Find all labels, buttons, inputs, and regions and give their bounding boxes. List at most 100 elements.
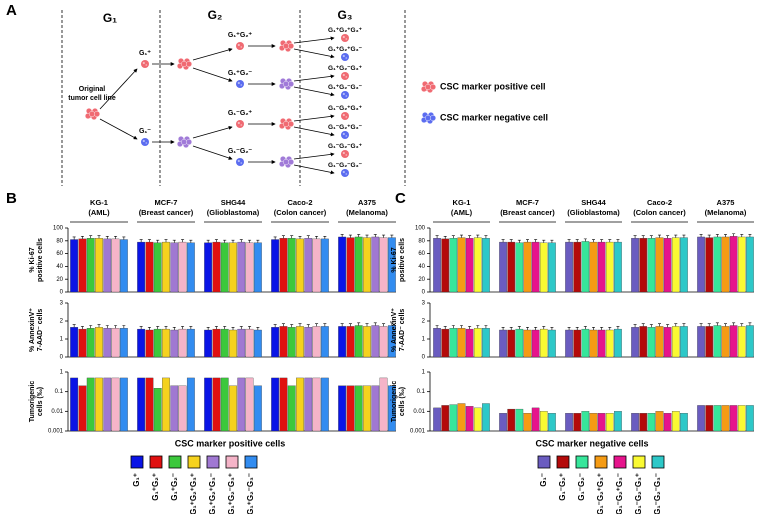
legend-swatch [632, 455, 646, 469]
y-axis-label: % Ki-67 [391, 247, 398, 272]
cluster-cell [288, 80, 295, 87]
bar [581, 328, 590, 358]
cell-body [141, 138, 149, 146]
error-bar [715, 234, 719, 237]
error-bar [633, 324, 637, 328]
legend-label: G₁⁺ [132, 473, 141, 487]
label: CSC marker negative cell [440, 112, 548, 122]
error-bar [468, 326, 472, 330]
bar [539, 328, 548, 358]
error-bar [567, 239, 571, 243]
bar [614, 241, 622, 293]
bar [170, 242, 179, 293]
legend-swatch [168, 455, 182, 469]
error-bar [122, 236, 126, 240]
error-bar [649, 324, 653, 328]
bar [212, 241, 221, 293]
error-bar [592, 239, 595, 243]
cluster-cell [425, 114, 432, 121]
label: CSC marker positive cell [440, 81, 546, 91]
error-bar [484, 235, 488, 239]
cell-spot [142, 61, 145, 65]
cell-cluster [279, 40, 295, 53]
bar [441, 238, 450, 293]
label: (Melanoma) [346, 208, 388, 217]
error-bar [97, 235, 101, 239]
error-bar [72, 324, 76, 328]
label: G₁⁻ [139, 128, 151, 135]
error-bar [298, 236, 302, 239]
bar [523, 413, 532, 432]
error-bar [105, 325, 109, 329]
bar [229, 329, 237, 358]
error-bar [674, 323, 678, 327]
bar [499, 413, 507, 432]
cell-spot [237, 121, 240, 125]
error-bar [348, 234, 352, 238]
legend-swatch [206, 455, 220, 469]
bar [663, 413, 672, 432]
bar [95, 238, 103, 293]
bar [204, 377, 213, 432]
bar [457, 237, 466, 293]
cell-cluster [84, 107, 100, 120]
bar [145, 377, 154, 432]
error-bar [460, 325, 463, 329]
arrow [99, 68, 138, 110]
cluster-cell [93, 110, 100, 117]
error-bar [72, 236, 76, 240]
legend-label: G₁⁺G₂⁻ [170, 473, 179, 501]
bar [713, 325, 722, 358]
bar [103, 328, 112, 358]
bar [539, 411, 548, 432]
bar [95, 327, 103, 358]
bar [614, 411, 622, 432]
error-bar [373, 322, 377, 326]
cell-spot [145, 142, 148, 144]
y-tick-label: 1 [60, 370, 64, 376]
legend-swatch [130, 455, 144, 469]
bar [271, 377, 280, 432]
error-bar [223, 239, 227, 243]
arrow [293, 114, 335, 122]
cell-spot [345, 173, 348, 175]
y-tick-label: 2 [60, 319, 64, 325]
bar [573, 413, 582, 432]
bar [237, 328, 246, 358]
bar [296, 377, 304, 432]
cell-spot [237, 43, 240, 47]
error-bar [534, 239, 538, 243]
bar [465, 328, 474, 358]
bar [95, 377, 103, 432]
error-bar [732, 233, 736, 237]
error-bar [699, 323, 703, 327]
label: (Breast cancer) [139, 208, 194, 217]
bar [647, 327, 656, 358]
bar [229, 242, 237, 293]
bar [507, 241, 516, 293]
error-bar [323, 323, 327, 327]
y-tick-label: 1 [422, 370, 426, 376]
error-bar [231, 239, 235, 243]
arrow [99, 118, 138, 140]
label: Caco-2 [287, 198, 312, 207]
cell [236, 120, 244, 128]
bar [531, 329, 540, 358]
bar [279, 326, 288, 358]
cell-spot [342, 92, 345, 96]
bar [245, 242, 254, 293]
bar [680, 237, 688, 293]
cluster-cell [180, 138, 187, 145]
bar [103, 377, 112, 432]
bar [153, 328, 162, 358]
bar [729, 236, 738, 293]
error-bar [340, 234, 344, 237]
bar [338, 326, 347, 358]
bar [237, 377, 246, 432]
cluster-cell [288, 120, 295, 127]
bar [371, 385, 380, 432]
legend-swatch [149, 455, 163, 469]
cell-spot [342, 54, 345, 58]
y-tick-label: 0 [422, 290, 426, 296]
bar [296, 326, 304, 358]
